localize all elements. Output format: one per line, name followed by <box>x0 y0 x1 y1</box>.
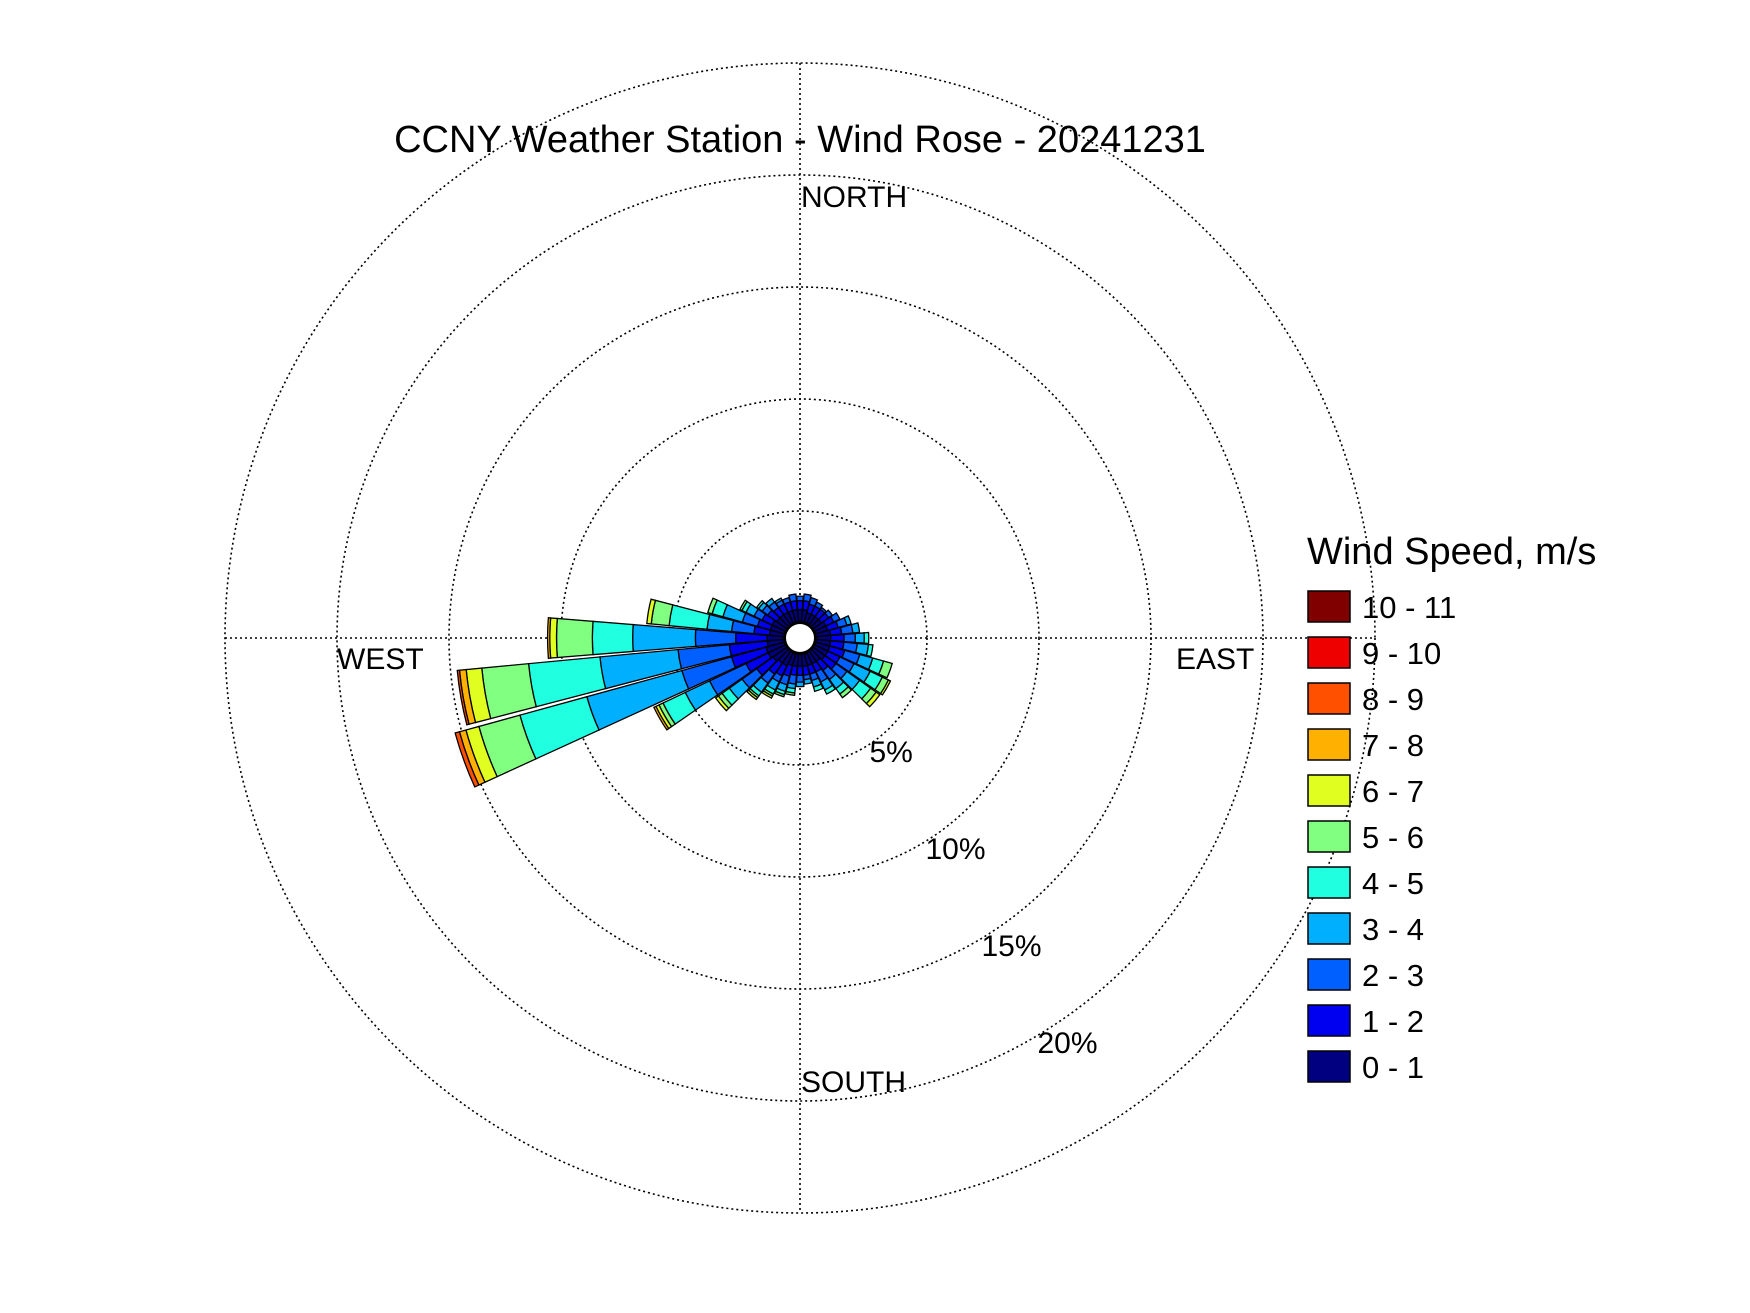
wedge-250-bin-8 <box>454 731 480 788</box>
legend-swatch-5 <box>1307 820 1351 853</box>
wedge-300-bin-5 <box>739 599 748 612</box>
legend-swatch-3 <box>1307 728 1351 761</box>
wedge-270-bin-6 <box>549 617 559 659</box>
legend: 10 - 11 9 - 10 8 - 9 7 - 8 6 - 7 5 - 6 4 - 5 3 … <box>1307 590 1456 1085</box>
wedge-180-bin-3 <box>795 681 805 688</box>
wedge-90-bin-3 <box>854 632 865 644</box>
wedge-350-bin-2 <box>788 593 798 603</box>
wedge-270-bin-3 <box>632 623 697 653</box>
wedge-120-bin-6 <box>879 679 892 696</box>
wedge-220-bin-6 <box>746 689 759 701</box>
wedge-10-bin-2 <box>802 593 812 603</box>
wedge-0-bin-1 <box>796 599 804 611</box>
wedge-90-bin-2 <box>843 632 856 644</box>
wedge-230-bin-6 <box>714 695 730 712</box>
legend-swatch-10 <box>1307 1050 1351 1083</box>
legend-label-1: 9 - 10 <box>1362 636 1441 671</box>
legend-label-8: 2 - 3 <box>1362 958 1424 993</box>
wedge-190-bin-5 <box>784 690 796 697</box>
legend-label-0: 10 - 11 <box>1362 590 1456 625</box>
radial-tick-label-20: 20% <box>1038 1027 1098 1060</box>
radial-tick-label-10: 10% <box>926 833 986 866</box>
direction-label-east: EAST <box>1176 643 1254 676</box>
radial-tick-label-15: 15% <box>982 930 1042 963</box>
wedge-310-bin-4 <box>755 599 765 610</box>
wedge-130-bin-6 <box>865 691 881 708</box>
wedge-270-bin-4 <box>591 620 634 656</box>
wedge-200-bin-5 <box>773 690 786 698</box>
legend-swatch-2 <box>1307 682 1351 715</box>
wedge-330-bin-3 <box>774 597 783 605</box>
legend-label-3: 7 - 8 <box>1362 728 1424 763</box>
wedge-30-bin-2 <box>814 601 824 610</box>
wedge-260-bin-5 <box>481 662 537 720</box>
legend-label-6: 4 - 5 <box>1362 866 1424 901</box>
legend-swatch-1 <box>1307 636 1351 669</box>
center-hole <box>783 621 817 655</box>
legend-swatch-8 <box>1307 958 1351 991</box>
wedge-80-bin-3 <box>850 622 861 634</box>
radial-tick-labels: 5% 10% 15% 20% <box>870 736 1098 1060</box>
wedge-180-bin-2 <box>795 674 805 683</box>
wind-rose-wedges <box>454 593 894 788</box>
center-fill <box>786 624 814 652</box>
direction-label-north: NORTH <box>801 181 907 214</box>
legend-label-7: 3 - 4 <box>1362 912 1424 947</box>
wedge-0-bin-2 <box>795 595 805 602</box>
wedge-270-bin-5 <box>555 617 594 659</box>
direction-label-west: WEST <box>337 643 424 676</box>
legend-label-10: 0 - 1 <box>1362 1050 1424 1085</box>
wedge-240-bin-7 <box>653 705 670 731</box>
wedge-270-bin-2 <box>694 628 737 648</box>
wedge-140-bin-5 <box>838 686 853 699</box>
wedge-280-bin-6 <box>646 598 657 625</box>
wedge-110-bin-5 <box>877 660 894 679</box>
wedge-290-bin-5 <box>706 597 718 615</box>
legend-swatch-7 <box>1307 912 1351 945</box>
legend-label-9: 1 - 2 <box>1362 1004 1424 1039</box>
legend-label-4: 6 - 7 <box>1362 774 1424 809</box>
legend-swatch-4 <box>1307 774 1351 807</box>
wedge-90-bin-4 <box>863 631 870 645</box>
legend-label-5: 5 - 6 <box>1362 820 1424 855</box>
legend-swatch-0 <box>1307 590 1351 623</box>
wedge-260-bin-8 <box>456 669 470 726</box>
wedge-100-bin-4 <box>865 643 874 658</box>
radial-tick-label-5: 5% <box>870 736 913 769</box>
wedge-70-bin-3 <box>843 615 852 626</box>
wedge-150-bin-4 <box>823 684 837 695</box>
wedge-170-bin-3 <box>803 677 813 685</box>
wedge-210-bin-6 <box>761 690 774 699</box>
direction-label-south: SOUTH <box>801 1066 906 1099</box>
legend-title: Wind Speed, m/s <box>1307 531 1596 573</box>
wedge-160-bin-4 <box>812 683 824 693</box>
legend-swatch-6 <box>1307 866 1351 899</box>
legend-swatch-9 <box>1307 1004 1351 1037</box>
wedge-270-bin-7 <box>546 617 552 659</box>
wedge-20-bin-2 <box>808 596 819 607</box>
wedge-280-bin-4 <box>668 604 711 630</box>
wedge-320-bin-3 <box>764 597 776 608</box>
legend-label-2: 8 - 9 <box>1362 682 1424 717</box>
wedge-180-bin-1 <box>796 665 804 677</box>
